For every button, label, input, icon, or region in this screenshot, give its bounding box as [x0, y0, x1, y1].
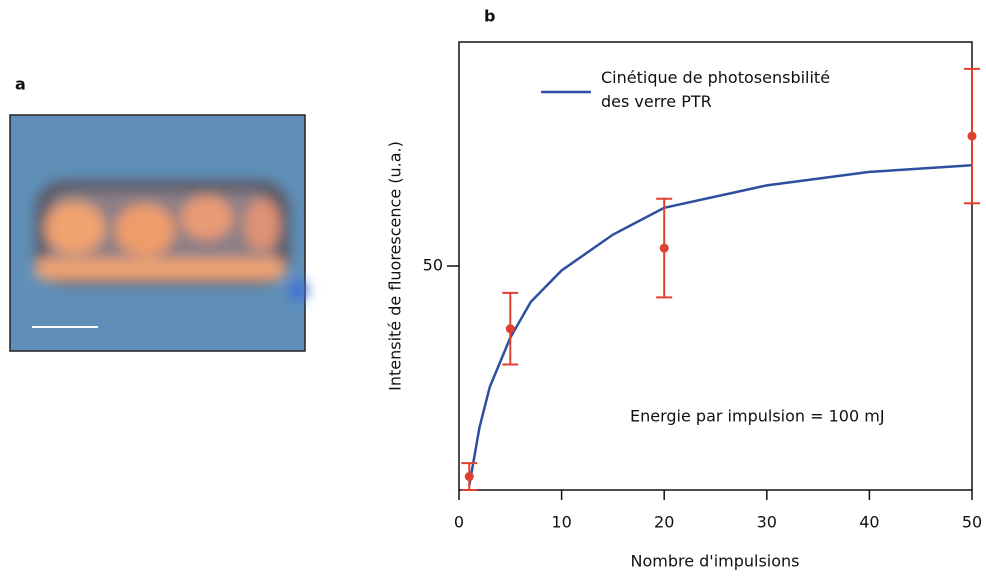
data-point — [659, 243, 669, 253]
y-axis-label: Intensité de fluorescence (u.a.) — [386, 141, 405, 391]
panel-label: b — [484, 7, 495, 26]
annotation: Energie par impulsion = 100 mJ — [630, 407, 885, 426]
x-tick-label: 10 — [551, 513, 571, 532]
fit-curve — [468, 163, 973, 486]
x-tick-label: 0 — [454, 513, 464, 532]
y-tick-label: 50 — [423, 256, 443, 275]
x-tick-label: 40 — [859, 513, 879, 532]
panel-label: a — [15, 75, 26, 94]
x-tick-label: 30 — [757, 513, 777, 532]
photo — [9, 114, 308, 352]
x-tick-label: 50 — [962, 513, 982, 532]
legend-label: Cinétique de photosensbilité des verre PT… — [601, 68, 830, 111]
data-point — [464, 472, 474, 482]
x-tick-label: 20 — [654, 513, 674, 532]
data-point — [505, 324, 515, 334]
data-point — [967, 131, 977, 141]
x-axis-label: Nombre d'impulsions — [630, 552, 799, 571]
